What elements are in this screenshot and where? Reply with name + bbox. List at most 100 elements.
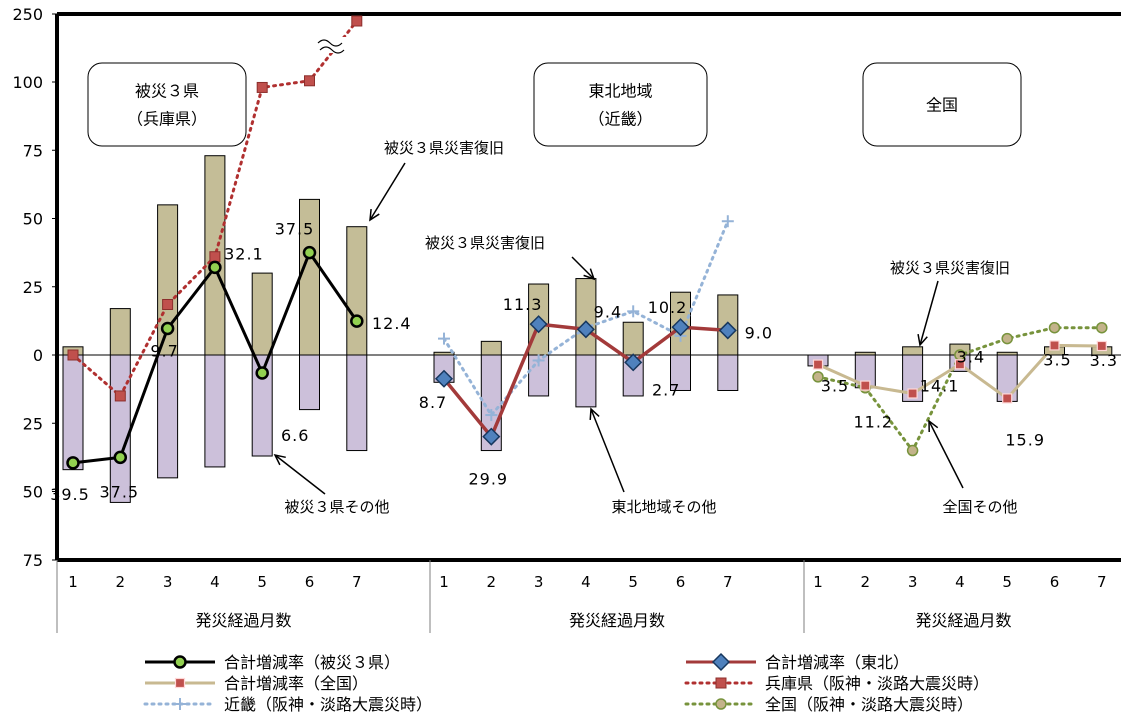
data-label: 39.5 — [50, 485, 90, 504]
annotation-arrow-line — [571, 256, 595, 280]
x-tick-label: 2 — [861, 573, 871, 591]
data-label: 3.4 — [957, 347, 985, 366]
x-tick-label: 7 — [723, 573, 733, 591]
line-total-tohoku-point — [718, 321, 737, 340]
legend-item: 合計増減率（全国） — [145, 674, 368, 693]
panel-title: （兵庫県） — [127, 110, 207, 129]
x-tick-label: 6 — [305, 573, 315, 591]
data-label: 9.7 — [150, 342, 178, 361]
x-tick-label: 5 — [628, 573, 638, 591]
panel-title-box — [87, 62, 247, 147]
data-label: 29.9 — [468, 470, 508, 489]
bar-positive — [251, 272, 273, 356]
line-total-zenkoku-point — [812, 359, 824, 370]
legend-swatch-marker — [174, 698, 186, 710]
legend-swatch-marker — [174, 677, 186, 689]
bar-negative — [157, 354, 179, 479]
series-lines — [66, 15, 1108, 470]
line-zenkoku-hanshin-point — [1001, 332, 1013, 345]
data-label: 11.2 — [853, 413, 893, 432]
x-tick-label: 2 — [116, 573, 126, 591]
line-total-hisai3-point — [160, 321, 175, 336]
bar-negative — [670, 354, 691, 391]
line-hyogo-point — [256, 81, 268, 93]
annotation-arrow-head — [369, 208, 380, 222]
panel-title: 東北地域 — [588, 82, 652, 101]
line-total-tohoku-point — [482, 427, 501, 446]
panel-title: 全国 — [926, 96, 958, 115]
line-total-tohoku-point — [624, 353, 643, 372]
x-axis: 1 2 3 4 5 6 7 発災経過月数 1 2 3 4 5 6 7 発災経過月数 1 2 3 4 5 6 7 発災経過月数 — [56, 560, 1107, 633]
x-tick-label: 3 — [908, 573, 918, 591]
annotation-arrow-line — [369, 162, 406, 221]
line-total-zenkoku-point — [907, 388, 918, 399]
x-tick-label: 4 — [210, 573, 220, 591]
data-label: 12.4 — [372, 314, 412, 333]
legend-swatch-marker — [173, 655, 187, 669]
data-label: 8.7 — [419, 393, 447, 412]
x-tick-label: 3 — [163, 573, 173, 591]
legend-swatch-marker — [715, 698, 727, 710]
y-tick-label: 25 — [23, 414, 43, 433]
annotation-label: 全国その他 — [942, 498, 1017, 516]
y-tick-label: 50 — [23, 483, 43, 502]
legend-label: 近畿（阪神・淡路大震災時） — [224, 695, 432, 714]
line-zenkoku-hanshin-point — [1096, 321, 1108, 334]
x-tick-label: 2 — [487, 573, 497, 591]
annotation-arrow-line — [928, 420, 964, 489]
line-total-tohoku-point — [576, 320, 595, 339]
panel-title: （近畿） — [588, 110, 652, 129]
data-label: 15.9 — [1005, 430, 1045, 449]
data-label: 3.3 — [1090, 351, 1118, 370]
x-tick-label: 4 — [581, 573, 591, 591]
line-total-hisai3-point — [350, 314, 364, 328]
bar-positive — [480, 340, 502, 356]
line-total-tohoku-point — [434, 369, 454, 388]
line-hyogo-point — [209, 251, 221, 263]
line-kinki-point — [485, 409, 498, 422]
panel-title-box — [862, 62, 1022, 147]
annotation-label: 被災３県災害復旧 — [384, 139, 504, 157]
line-total-zenkoku-point — [1096, 340, 1107, 352]
line-total-tohoku-point — [671, 318, 690, 337]
x-tick-label: 5 — [1002, 573, 1012, 591]
line-total-zenkoku-point — [1049, 340, 1060, 351]
legend-swatch-marker — [715, 677, 727, 689]
bar-negative — [346, 354, 368, 452]
x-axis-title: 発災経過月数 — [915, 611, 1011, 630]
bar-negative — [299, 354, 320, 411]
panel-title-box — [533, 62, 708, 147]
line-total-zenkoku-point — [860, 380, 871, 391]
legend-item: 合計増減率（東北） — [686, 652, 909, 672]
y-tick-label: 50 — [23, 210, 43, 229]
line-hyogo-point — [351, 15, 363, 27]
data-label: 32.1 — [224, 244, 264, 263]
bar-negative — [575, 354, 597, 408]
y-tick-label: 75 — [23, 551, 43, 570]
data-label: 9.4 — [594, 302, 622, 321]
line-zenkoku-hanshin-point — [812, 371, 824, 383]
annotation-label: 被災３県その他 — [284, 498, 389, 516]
line-total-hisai3-point — [302, 245, 317, 260]
legend-label: 全国（阪神・淡路大震災時） — [765, 695, 973, 714]
line-hyogo-point — [162, 298, 174, 310]
axis-break-wave — [319, 46, 345, 54]
bar-positive — [902, 346, 924, 356]
line-kinki-point — [438, 332, 450, 345]
legend-item: 兵庫県（阪神・淡路大震災時） — [684, 674, 989, 693]
data-labels: 39.5 37.5 9.7 32.1 6.6 37.5 12.4 8.7 29.9 11.3 9.4… — [50, 220, 1118, 504]
annotation-arrow-head — [917, 334, 928, 347]
line-zenkoku-hanshin-point — [1048, 321, 1061, 334]
line-total-hisai3-point — [255, 366, 269, 380]
line-hyogo-point — [67, 349, 79, 361]
bar-negative — [717, 354, 739, 391]
line-total-hisai3-point — [113, 450, 128, 465]
annotation-arrow-line — [590, 408, 625, 493]
bar-negative — [62, 354, 84, 471]
y-tick-label: 100 — [12, 73, 43, 92]
bar-positive — [109, 308, 131, 356]
x-tick-label: 4 — [955, 573, 965, 591]
line-hyogo-point — [114, 390, 126, 402]
legend-swatch-marker — [711, 652, 731, 672]
